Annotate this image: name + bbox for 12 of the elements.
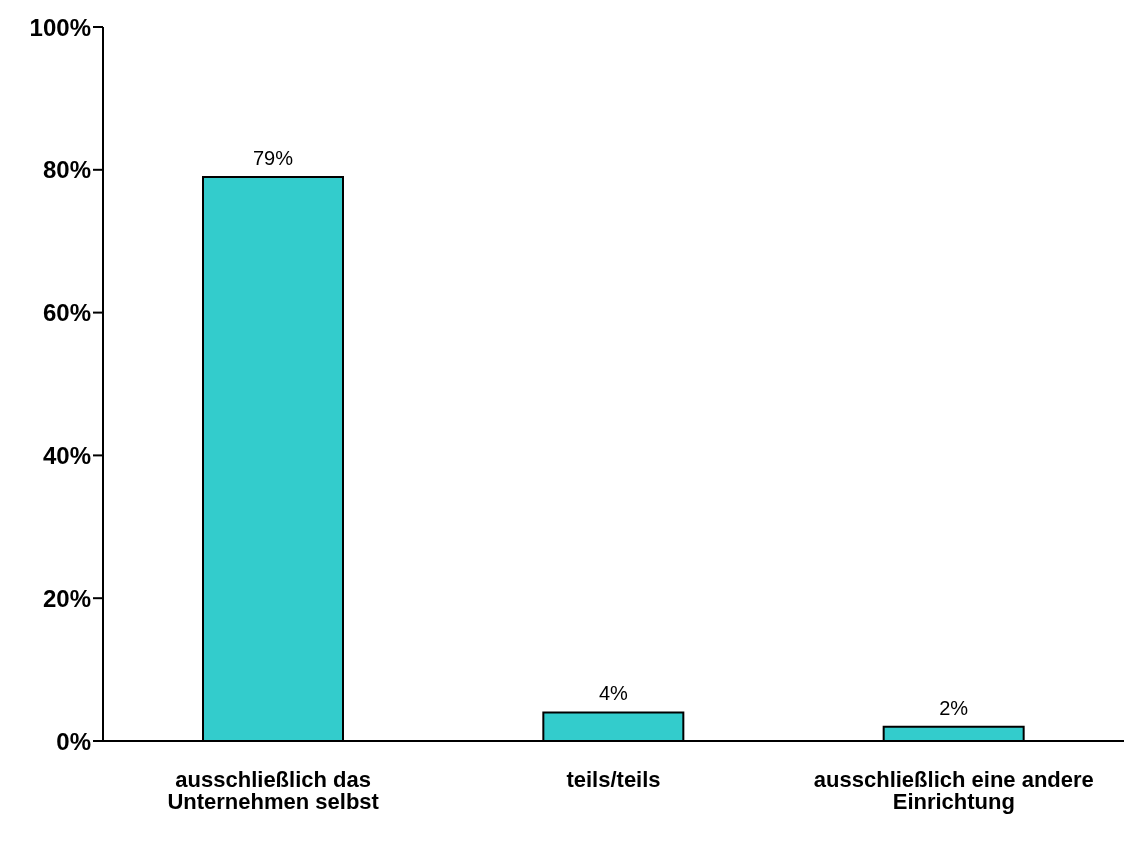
data-label: 79% xyxy=(252,146,294,169)
data-label: 2% xyxy=(939,696,969,719)
y-tick-label: 20% xyxy=(42,584,91,612)
y-tick-label: 40% xyxy=(42,441,91,469)
x-tick-label: ausschließlich eine andere Einrichtung xyxy=(813,766,1094,814)
x-tick-label: teils/teils xyxy=(566,766,661,792)
y-tick-label: 0% xyxy=(56,727,91,755)
x-tick-label: ausschließlich das Unternehmen selbst xyxy=(167,766,380,814)
y-tick-label: 80% xyxy=(42,156,91,184)
y-tick-label: 60% xyxy=(42,299,91,327)
y-tick-label: 100% xyxy=(29,13,91,41)
data-label: 4% xyxy=(598,682,628,705)
